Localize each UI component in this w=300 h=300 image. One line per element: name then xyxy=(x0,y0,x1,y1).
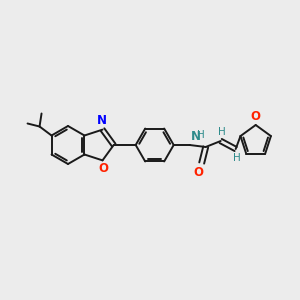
Text: O: O xyxy=(251,110,261,123)
Text: N: N xyxy=(97,114,106,127)
Text: H: H xyxy=(218,127,226,137)
Text: N: N xyxy=(191,130,201,143)
Text: O: O xyxy=(194,166,204,179)
Text: O: O xyxy=(98,162,109,176)
Text: H: H xyxy=(233,153,241,163)
Text: H: H xyxy=(197,130,204,140)
